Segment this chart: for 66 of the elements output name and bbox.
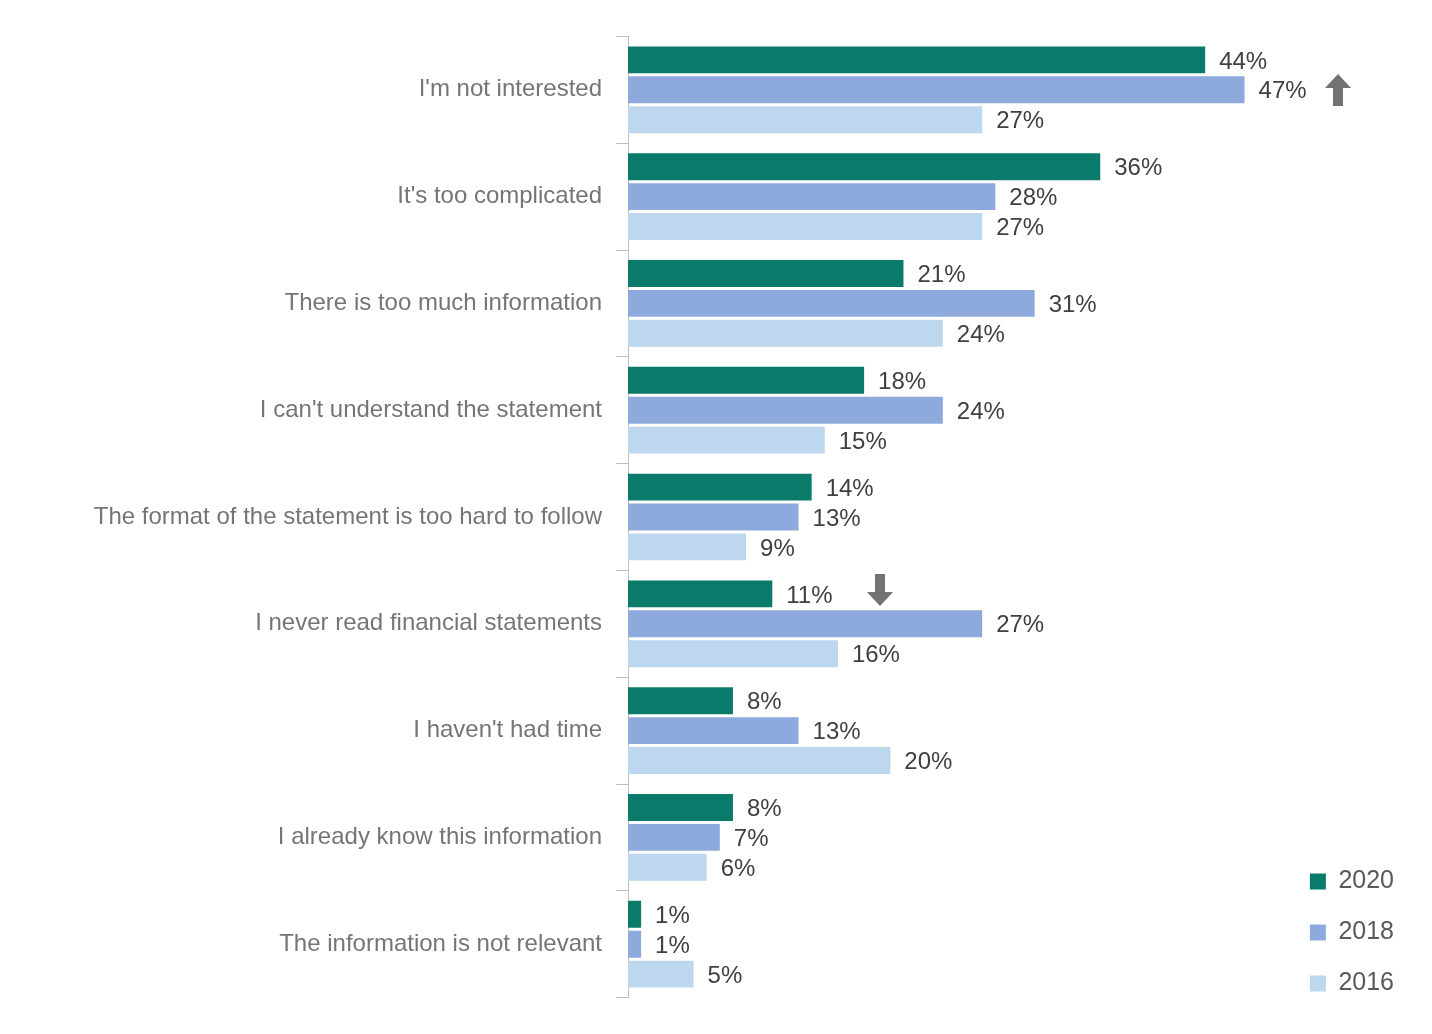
bar — [628, 260, 904, 287]
data-label: 14% — [825, 473, 874, 501]
bar — [628, 794, 733, 821]
legend-label: 2020 — [1338, 865, 1395, 894]
y-tick-label: The format of the statement is too hard to follow — [93, 501, 603, 529]
bar — [628, 106, 983, 134]
data-label: 1% — [655, 930, 690, 958]
data-label: 31% — [1048, 290, 1097, 318]
data-label: 16% — [851, 640, 900, 668]
legend-label: 2018 — [1338, 916, 1395, 945]
data-label: 1% — [655, 900, 690, 928]
data-label: 11% — [786, 580, 833, 608]
y-tick-label: There is too much information — [284, 288, 602, 316]
data-label: 18% — [878, 366, 927, 394]
data-label: 27% — [996, 610, 1045, 638]
bar — [628, 76, 1245, 104]
bar — [628, 289, 1035, 317]
bar — [628, 640, 838, 668]
data-label: 13% — [812, 717, 861, 745]
data-label: 28% — [1009, 183, 1058, 211]
bar — [628, 960, 694, 988]
data-label: 8% — [746, 794, 782, 822]
y-tick-label: The information is not relevant — [279, 928, 603, 956]
data-label: 13% — [812, 503, 861, 531]
bar — [628, 426, 825, 454]
bar — [628, 747, 891, 774]
data-label: 20% — [904, 747, 953, 775]
bar — [628, 717, 799, 745]
y-tick-label: I can't understand the statement — [259, 394, 603, 422]
bar — [628, 823, 720, 851]
data-label: 24% — [956, 319, 1005, 347]
bar — [628, 580, 773, 608]
bar — [628, 213, 983, 240]
bar — [628, 319, 943, 347]
data-label: 8% — [746, 687, 782, 715]
data-label: 21% — [917, 260, 966, 288]
bar — [628, 473, 812, 501]
legend-label: 2016 — [1338, 967, 1395, 996]
data-label: 36% — [1114, 153, 1163, 181]
bar — [628, 853, 707, 881]
data-label: 24% — [956, 396, 1005, 424]
y-tick-label: I never read financial statements — [255, 608, 602, 636]
data-label: 9% — [760, 533, 795, 561]
data-label: 7% — [733, 824, 769, 852]
y-tick-label: I haven't had time — [413, 715, 602, 743]
bar — [628, 396, 943, 424]
bar — [628, 930, 642, 958]
data-label: 15% — [838, 426, 887, 454]
data-label: 47% — [1258, 76, 1307, 104]
data-label: 44% — [1219, 46, 1268, 74]
data-label: 6% — [720, 853, 756, 881]
y-tick-label: I'm not interested — [418, 74, 602, 102]
data-label: 27% — [996, 213, 1045, 241]
bar — [628, 183, 996, 211]
bar — [628, 900, 642, 928]
data-label: 5% — [707, 960, 743, 988]
y-tick-label: I already know this information — [277, 822, 602, 850]
bar — [628, 503, 799, 531]
bar — [628, 610, 983, 638]
bar — [628, 366, 865, 394]
bar — [628, 533, 747, 561]
bar — [628, 153, 1101, 181]
bar — [628, 687, 733, 715]
bar — [628, 46, 1206, 74]
y-tick-label: It's too complicated — [397, 181, 602, 209]
data-label: 27% — [996, 106, 1045, 134]
